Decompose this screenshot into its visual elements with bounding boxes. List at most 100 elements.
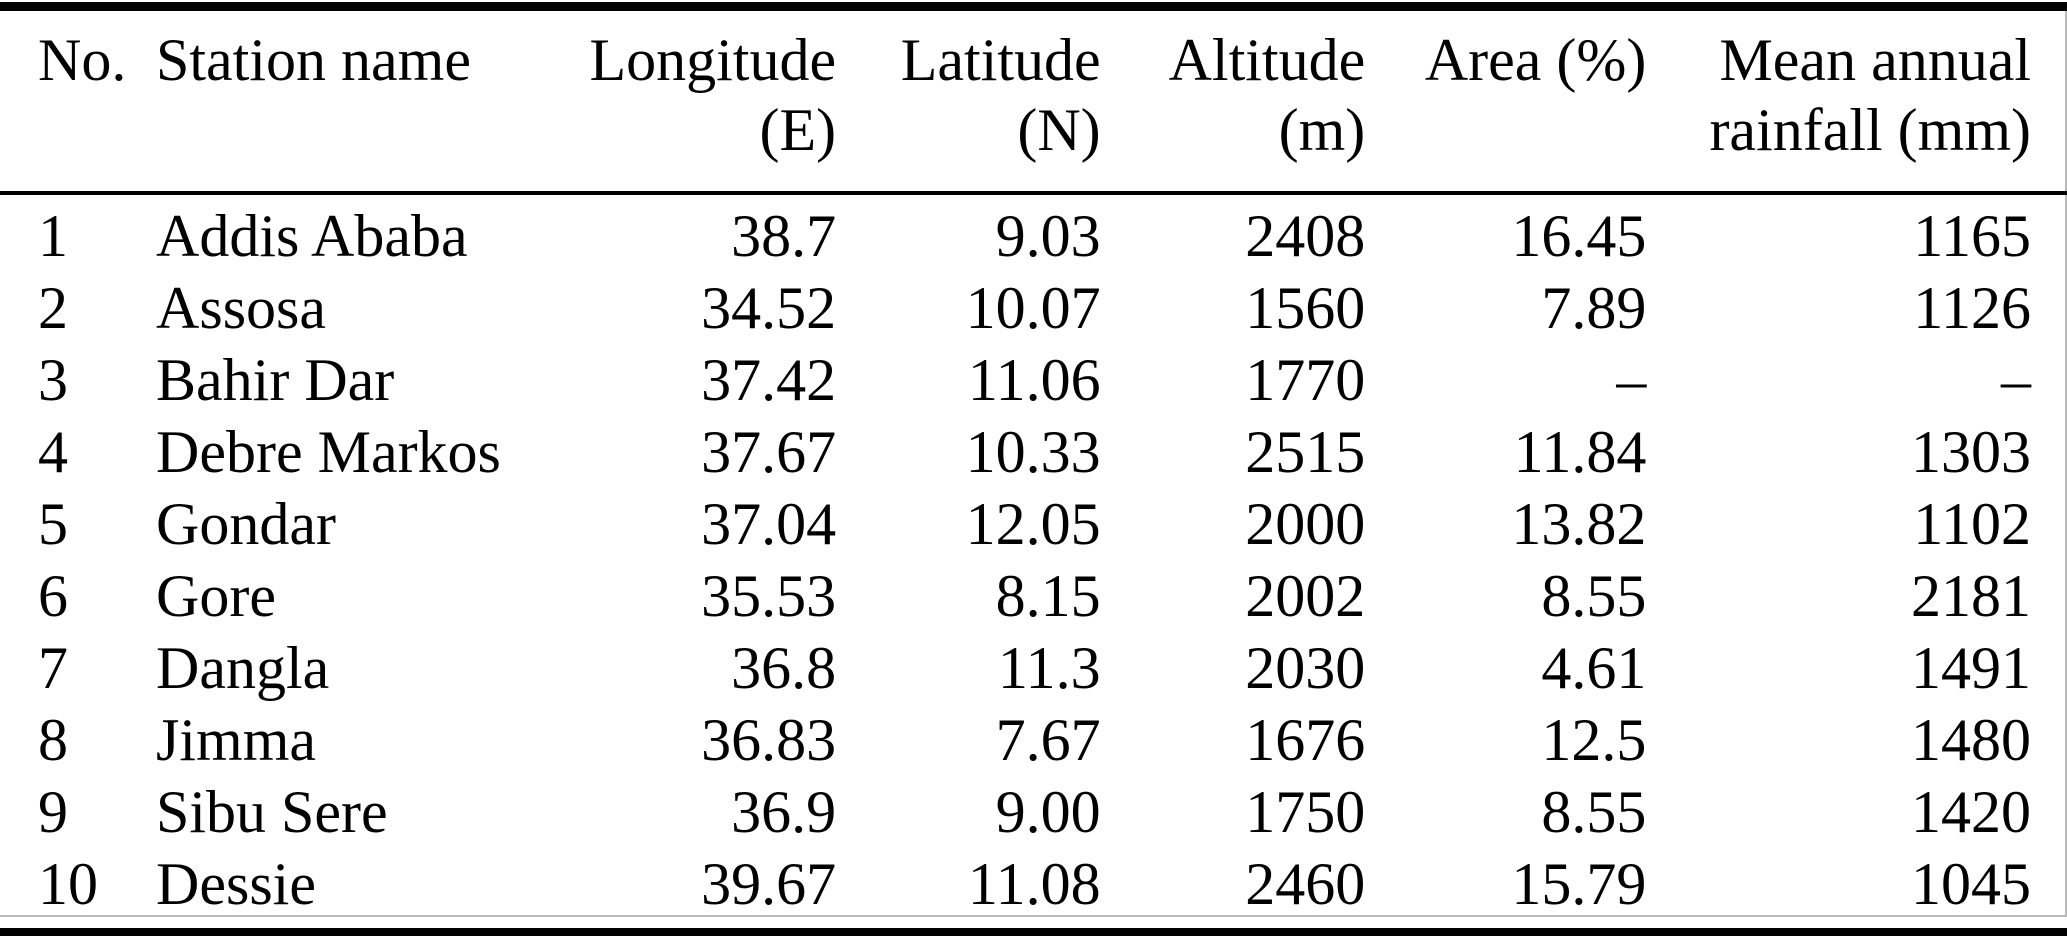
table-row: 1 Addis Ababa 38.7 9.03 2408 16.45 1165 [0, 193, 2067, 272]
table-cell: 1491 [1911, 635, 2031, 701]
column-header-label: No. [38, 27, 127, 93]
table-cell: 1045 [1911, 851, 2031, 917]
table-cell: 8.55 [1541, 779, 1647, 845]
table-cell: Sibu Sere [156, 779, 388, 845]
column-header-station-name: Station name [155, 11, 569, 195]
table-cell: 7 [38, 635, 68, 701]
table-cell: 9.00 [995, 779, 1101, 845]
table-cell: Gore [156, 563, 276, 629]
column-header-altitude: Altitude (m) [1101, 11, 1367, 195]
table-cell: 2408 [1245, 203, 1366, 269]
table-cell: 1 [38, 203, 68, 269]
table-cell: 8 [38, 707, 68, 773]
table-cell: 2460 [1245, 851, 1366, 917]
table-cell: 1102 [1913, 491, 2031, 557]
table-cell: 8.55 [1541, 563, 1647, 629]
table-cell: 1676 [1245, 707, 1366, 773]
table-cell: 11.84 [1513, 419, 1647, 485]
table-cell: 12.05 [965, 491, 1101, 557]
table-cell: 6 [38, 563, 68, 629]
table-row: 9 Sibu Sere 36.9 9.00 1750 8.55 1420 [0, 776, 2067, 848]
table-cell: 35.53 [701, 563, 837, 629]
table-cell: 37.67 [701, 419, 837, 485]
table-cell: 3 [38, 347, 68, 413]
table-cell: 10.33 [965, 419, 1101, 485]
table-cell: – [2001, 347, 2031, 413]
column-header-label: Latitude [900, 27, 1101, 93]
table-cell: 2002 [1245, 563, 1366, 629]
table-cell: 2181 [1911, 563, 2031, 629]
stations-table: No. Station name Longitude (E) Latitude … [0, 11, 2067, 920]
table-cell: 10.07 [965, 275, 1101, 341]
column-header-longitude: Longitude (E) [568, 11, 838, 195]
table-cell: 34.52 [701, 275, 837, 341]
table-row: 4 Debre Markos 37.67 10.33 2515 11.84 1303 [0, 416, 2067, 488]
table-cell: 1165 [1913, 203, 2031, 269]
table-cell: 1303 [1911, 419, 2031, 485]
table-cell: 37.04 [701, 491, 837, 557]
table-cell: 2030 [1245, 635, 1366, 701]
table-cell: 11.08 [967, 851, 1101, 917]
table-cell: 37.42 [701, 347, 837, 413]
table-cell: Jimma [156, 707, 317, 773]
table-cell: 12.5 [1541, 707, 1647, 773]
table-row: 5 Gondar 37.04 12.05 2000 13.82 1102 [0, 488, 2067, 560]
table-cell: 38.7 [731, 203, 837, 269]
table-cell: 1750 [1245, 779, 1366, 845]
table-cell: 10 [38, 851, 98, 917]
table-row: 6 Gore 35.53 8.15 2002 8.55 2181 [0, 560, 2067, 632]
table-cell: 8.15 [995, 563, 1101, 629]
table-cell: 39.67 [701, 851, 837, 917]
column-header-unit: (m) [1278, 97, 1366, 163]
table-cell: – [1616, 347, 1647, 413]
column-header-label: Longitude [589, 27, 837, 93]
table-cell: 36.83 [701, 707, 837, 773]
table-cell: Dessie [156, 851, 316, 917]
column-header-label: Altitude [1168, 27, 1366, 93]
table-cell: 7.89 [1541, 275, 1647, 341]
table-cell: 1126 [1913, 275, 2031, 341]
table-cell: 11.06 [967, 347, 1101, 413]
table-cell: 1560 [1245, 275, 1366, 341]
table-cell: 36.9 [731, 779, 837, 845]
table-cell: 4 [38, 419, 68, 485]
table-row: 7 Dangla 36.8 11.3 2030 4.61 1491 [0, 632, 2067, 704]
column-header-label: Area (%) [1424, 27, 1647, 93]
table-cell: Debre Markos [156, 419, 501, 485]
table-row: 10 Dessie 39.67 11.08 2460 15.79 1045 [0, 848, 2067, 920]
stations-table-body: 1 Addis Ababa 38.7 9.03 2408 16.45 1165 2 Assosa… [0, 193, 2067, 920]
table-cell: 13.82 [1511, 491, 1647, 557]
table-cell: 2515 [1245, 419, 1366, 485]
table-cell: Dangla [156, 635, 330, 701]
table-cell: 2000 [1245, 491, 1366, 557]
column-header-label: Station name [156, 27, 471, 93]
table-row: 2 Assosa 34.52 10.07 1560 7.89 1126 [0, 272, 2067, 344]
table-cell: 9.03 [995, 203, 1101, 269]
table-row: 8 Jimma 36.83 7.67 1676 12.5 1480 [0, 704, 2067, 776]
header-row: No. Station name Longitude (E) Latitude … [0, 11, 2067, 195]
table-cell: 5 [38, 491, 68, 557]
column-header-unit: rainfall (mm) [1709, 97, 2031, 163]
table-cell: Addis Ababa [156, 203, 468, 269]
table-cell: 4.61 [1541, 635, 1647, 701]
table-cell: 15.79 [1511, 851, 1647, 917]
table-cell: 9 [38, 779, 68, 845]
table-cell: 1480 [1911, 707, 2031, 773]
column-header-area: Area (%) [1366, 11, 1648, 195]
column-header-latitude: Latitude (N) [837, 11, 1102, 195]
table-cell: Gondar [156, 491, 336, 557]
column-header-no: No. [0, 11, 156, 195]
table-cell: 1770 [1245, 347, 1366, 413]
table-cell: Bahir Dar [156, 347, 395, 413]
column-header-unit: (N) [1017, 97, 1101, 163]
table-cell: 2 [38, 275, 68, 341]
table-cell: 11.3 [997, 635, 1101, 701]
column-header-mean-annual-rainfall: Mean annual rainfall (mm) [1647, 11, 2067, 195]
table-cell: Assosa [156, 275, 327, 341]
table-cell: 16.45 [1511, 203, 1647, 269]
table-cell: 1420 [1911, 779, 2031, 845]
table-row: 3 Bahir Dar 37.42 11.06 1770 – – [0, 344, 2067, 416]
column-header-unit: (E) [759, 97, 837, 163]
column-header-label: Mean annual [1719, 27, 2031, 93]
